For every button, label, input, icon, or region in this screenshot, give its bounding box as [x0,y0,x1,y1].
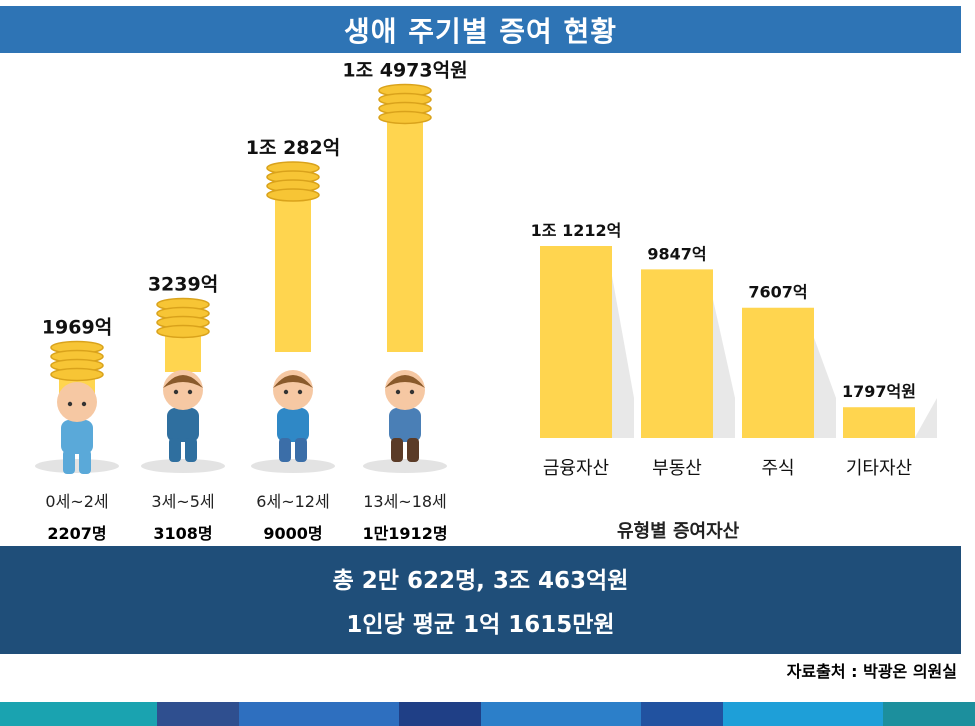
age-count-label-1: 3108명 [153,524,212,543]
age-count-label-2: 9000명 [263,524,322,543]
age-category-label-1: 3세~5세 [151,492,214,511]
asset-value-label-0: 1조 1212억 [531,221,622,240]
coin-stack-icon [156,297,210,339]
source-note: 자료출처 : 박광온 의원실 [786,662,957,681]
asset-category-label-2: 주식 [761,458,794,479]
bar-shadow [915,398,937,438]
age-value-label-0: 1969억 [42,316,112,338]
age-bar-3 [387,104,423,352]
asset-chart-title: 유형별 증여자산 [617,521,740,542]
toddler-icon [141,370,225,473]
asset-category-label-1: 부동산 [652,458,702,479]
asset-bar-3 [843,407,915,438]
asset-value-label-3: 1797억원 [842,382,916,401]
asset-category-label-3: 기타자산 [846,458,912,479]
summary-panel: 총 2만 622명, 3조 463억원 1인당 평균 1억 1615만원 [0,546,961,654]
coin-stack-icon [50,340,104,382]
summary-average: 1인당 평균 1억 1615만원 [346,612,615,638]
asset-value-label-2: 7607억 [748,283,807,302]
asset-value-label-1: 9847억 [647,244,706,263]
age-category-label-3: 13세~18세 [363,492,447,511]
age-value-label-2: 1조 282억 [246,137,340,159]
age-value-label-1: 3239억 [148,273,218,295]
chart-title: 생애 주기별 증여 현황 [0,6,961,53]
coin-stack-icon [266,161,320,202]
age-value-label-3: 1조 4973억원 [342,59,467,81]
bar-shadow [713,299,735,438]
bar-shadow [612,276,634,438]
teen-icon [363,370,447,473]
asset-bar-1 [641,269,713,438]
coin-stack-icon [378,83,432,125]
asset-bar-0 [540,246,612,438]
age-bar-2 [275,182,311,352]
child-icon [251,370,335,473]
baby-icon [35,382,119,474]
summary-total: 총 2만 622명, 3조 463억원 [332,568,629,594]
asset-bar-2 [742,307,814,438]
age-category-label-2: 6세~12세 [256,492,329,511]
age-category-label-0: 0세~2세 [45,492,108,511]
bar-shadow [814,337,836,438]
age-count-label-0: 2207명 [47,524,106,543]
footer-color-strip [0,702,975,726]
age-count-label-3: 1만1912명 [362,524,447,543]
asset-category-label-0: 금융자산 [543,458,609,479]
